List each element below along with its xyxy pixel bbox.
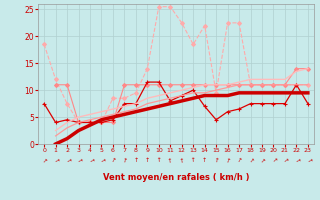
Text: ↑: ↑ (179, 158, 185, 164)
Text: ↑: ↑ (304, 158, 311, 165)
Text: ↑: ↑ (41, 158, 48, 165)
Text: ↑: ↑ (145, 158, 150, 163)
Text: ↑: ↑ (98, 158, 105, 165)
Text: ↑: ↑ (202, 158, 207, 163)
Text: ↑: ↑ (64, 158, 70, 165)
Text: ↑: ↑ (109, 158, 116, 165)
Text: ↑: ↑ (86, 158, 93, 165)
Text: ↑: ↑ (270, 158, 277, 165)
Text: ↑: ↑ (190, 158, 196, 163)
Text: ↑: ↑ (224, 158, 231, 164)
Text: ↑: ↑ (121, 158, 128, 164)
Text: ↑: ↑ (52, 158, 59, 165)
Text: ↑: ↑ (236, 158, 243, 165)
X-axis label: Vent moyen/en rafales ( km/h ): Vent moyen/en rafales ( km/h ) (103, 173, 249, 182)
Text: ↑: ↑ (247, 158, 254, 165)
Text: ↑: ↑ (133, 158, 139, 163)
Text: ↑: ↑ (281, 158, 289, 165)
Text: ↑: ↑ (167, 158, 173, 164)
Text: ↑: ↑ (258, 158, 266, 165)
Text: ↑: ↑ (75, 158, 82, 165)
Text: ↑: ↑ (156, 158, 162, 163)
Text: ↑: ↑ (213, 158, 219, 164)
Text: ↑: ↑ (293, 158, 300, 165)
